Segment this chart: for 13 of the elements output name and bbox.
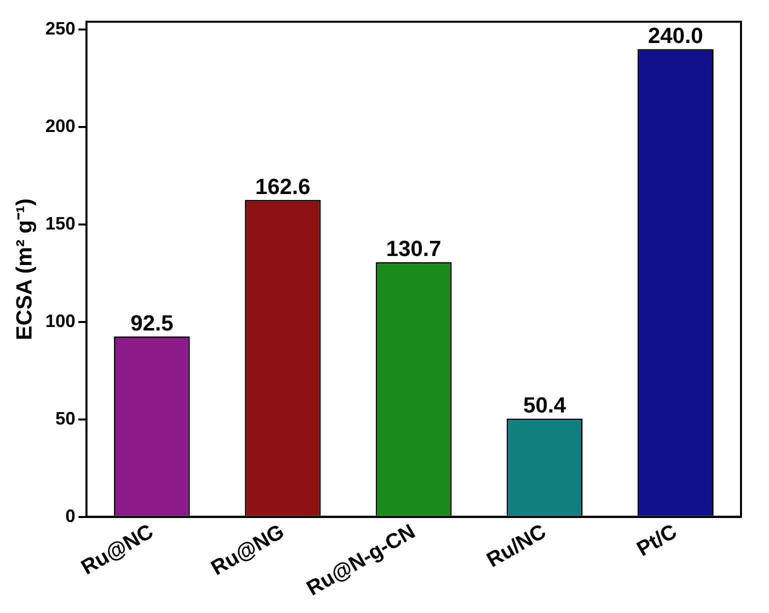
y-axis-title: ECSA (m² g⁻¹) [11, 198, 36, 340]
y-tick-label: 150 [45, 213, 76, 234]
y-tick-label: 250 [45, 18, 76, 39]
y-tick-label: 50 [55, 408, 76, 428]
y-tick-label: 200 [45, 116, 76, 136]
y-tick-label: 100 [45, 310, 76, 331]
data-label: 130.7 [386, 236, 442, 262]
data-label: 50.4 [523, 392, 567, 418]
x-tick-label: Pt/C [633, 520, 681, 562]
data-label: 240.0 [648, 23, 704, 48]
y-tick-label: 0 [65, 506, 76, 526]
data-label: 92.5 [130, 310, 174, 336]
data-label: 162.6 [255, 174, 310, 199]
